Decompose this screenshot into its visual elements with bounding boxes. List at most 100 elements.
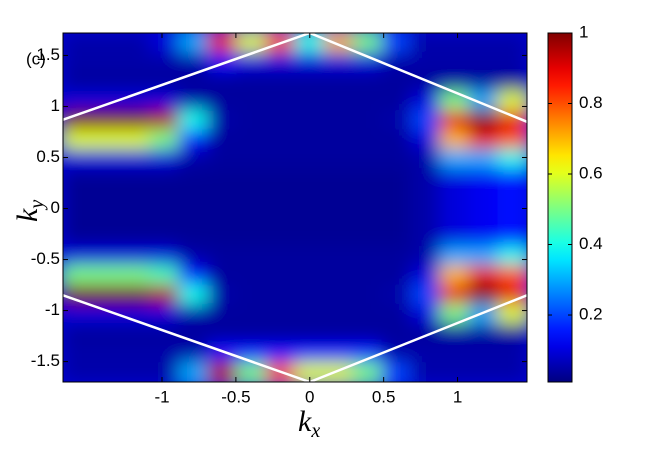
heatmap-cell <box>149 33 180 53</box>
heatmap-cell <box>497 284 527 305</box>
heatmap-cell <box>63 129 93 150</box>
heatmap-cell <box>149 148 180 170</box>
heatmap-cell <box>323 129 354 150</box>
heatmap-cell <box>497 342 527 364</box>
heatmap-cell <box>468 303 499 325</box>
y-tick-label: -0.5 <box>31 249 60 268</box>
colorbar-tick-label: 0.4 <box>579 234 603 253</box>
heatmap-cell <box>178 51 209 73</box>
heatmap-cell <box>352 342 383 364</box>
heatmap-cell <box>207 303 238 325</box>
heatmap-cell <box>323 245 354 267</box>
heatmap-cell <box>381 187 412 208</box>
heatmap-cell <box>63 168 93 189</box>
heatmap-cell <box>149 207 180 228</box>
heatmap-cell <box>63 187 93 208</box>
heatmap-cell <box>178 148 209 170</box>
heatmap-cell <box>381 110 412 131</box>
heatmap-cell <box>63 110 93 131</box>
heatmap-cell <box>410 129 441 150</box>
heatmap-cell <box>439 110 470 131</box>
heatmap-cell <box>352 168 383 189</box>
heatmap-cell <box>468 245 499 267</box>
heatmap-cell <box>265 51 296 73</box>
colorbar-tick-label: 0.8 <box>579 93 603 112</box>
colorbar <box>547 32 573 383</box>
heatmap-cell <box>236 51 267 73</box>
heatmap-cell <box>381 323 412 344</box>
heatmap-cell <box>207 245 238 267</box>
heatmap-cell <box>352 148 383 170</box>
heatmap-cell <box>236 129 267 150</box>
heatmap-cell <box>294 226 325 247</box>
heatmap-cell <box>265 245 296 267</box>
y-tick-label: 0.5 <box>36 147 60 166</box>
heatmap-cell <box>323 265 354 286</box>
heatmap-cell <box>497 207 527 228</box>
heatmap-cell <box>63 71 93 92</box>
heatmap-cell <box>352 110 383 131</box>
heatmap-cell <box>207 129 238 150</box>
heatmap-cell <box>149 245 180 267</box>
heatmap-cell <box>236 187 267 208</box>
heatmap-cell <box>439 284 470 305</box>
heatmap-cell <box>381 303 412 325</box>
heatmap-cell <box>294 265 325 286</box>
heatmap-cell <box>323 207 354 228</box>
heatmap-cell <box>91 33 122 53</box>
heatmap-cell <box>63 323 93 344</box>
heatmap-cell <box>294 168 325 189</box>
heatmap-cell <box>178 245 209 267</box>
heatmap-cell <box>63 362 93 382</box>
heatmap-cell <box>265 323 296 344</box>
heatmap-cell <box>439 168 470 189</box>
x-label-main: k <box>298 405 312 438</box>
heatmap-cell <box>468 168 499 189</box>
heatmap-cell <box>294 51 325 73</box>
heatmap-cell <box>352 284 383 305</box>
heatmap-cell <box>265 90 296 112</box>
heatmap-cell <box>352 51 383 73</box>
heatmap-cell <box>294 187 325 208</box>
zone-boundary <box>63 33 527 123</box>
heatmap-cell <box>294 129 325 150</box>
heatmap-cell <box>178 265 209 286</box>
heatmap-cell <box>381 33 412 53</box>
heatmap-cell <box>63 342 93 364</box>
heatmap-cell <box>207 33 238 53</box>
heatmap-cell <box>381 265 412 286</box>
heatmap-cell <box>497 51 527 73</box>
heatmap-cell <box>265 226 296 247</box>
heatmap-cell <box>120 129 151 150</box>
heatmap-cell <box>91 265 122 286</box>
heatmap-cell <box>497 110 527 131</box>
heatmap-cell <box>497 71 527 92</box>
heatmap-cell <box>410 110 441 131</box>
heatmap-cell <box>497 187 527 208</box>
heatmap-cell <box>265 129 296 150</box>
heatmap-cell <box>120 51 151 73</box>
heatmap-cell <box>63 148 93 170</box>
heatmap-cell <box>236 303 267 325</box>
heatmap-cell <box>236 148 267 170</box>
heatmap-cell <box>352 187 383 208</box>
heatmap-cell <box>265 71 296 92</box>
heatmap-cell <box>410 342 441 364</box>
heatmap-cell <box>468 323 499 344</box>
y-tick-label: 1.5 <box>36 45 60 64</box>
heatmap-cell <box>63 33 93 53</box>
heatmap-cell <box>63 51 93 73</box>
heatmap-cell <box>497 362 527 382</box>
heatmap-cell <box>265 303 296 325</box>
heatmap-cell <box>149 265 180 286</box>
heatmap-cell <box>120 265 151 286</box>
heatmap-cell <box>149 110 180 131</box>
heatmap-cell <box>91 129 122 150</box>
heatmap-cell <box>323 226 354 247</box>
heatmap-cell <box>265 342 296 364</box>
heatmap-cell <box>352 33 383 53</box>
heatmap-cell <box>207 342 238 364</box>
heatmap-cell <box>352 245 383 267</box>
heatmap-cell <box>207 362 238 382</box>
heatmap <box>63 33 527 382</box>
